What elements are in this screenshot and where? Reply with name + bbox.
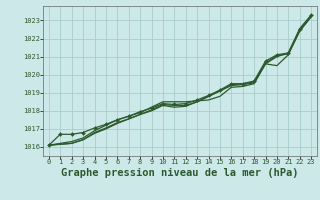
X-axis label: Graphe pression niveau de la mer (hPa): Graphe pression niveau de la mer (hPa)	[61, 168, 299, 178]
